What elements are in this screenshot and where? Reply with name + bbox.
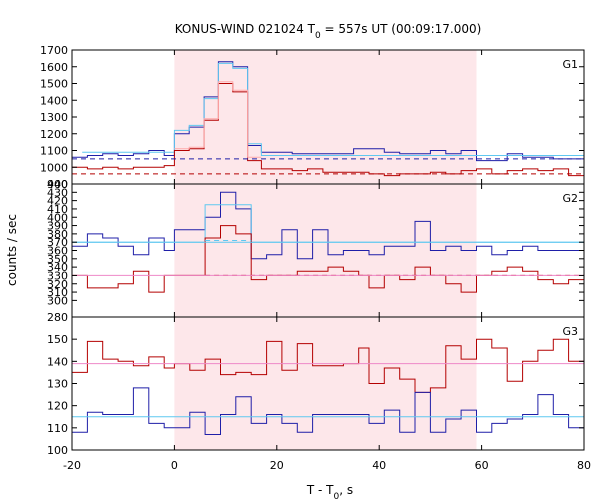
g1-y-tick-label: 900 [47, 178, 68, 191]
g1-series-1 [82, 62, 584, 156]
chart-title-main: KONUS-WIND 021024 T [175, 22, 316, 36]
g3-y-tick-label: 110 [47, 422, 68, 435]
g2-y-tick-label: 380 [47, 228, 68, 241]
panels-group: 90010001100120013001400150016001700G1280… [40, 44, 591, 472]
g3-y-tick-label: 120 [47, 400, 68, 413]
shaded-interval [174, 50, 477, 450]
g2-series-0 [72, 191, 584, 260]
g1-y-tick-label: 1100 [40, 145, 68, 158]
g3-y-tick-label: 100 [47, 444, 68, 457]
g3-y-tick-label: 140 [47, 355, 68, 368]
g1-series-2 [72, 83, 584, 177]
chart-title-rest: = 557s UT (00:09:17.000) [321, 22, 482, 36]
g2-y-tick-label: 340 [47, 261, 68, 274]
x-axis-label-subscript: 0 [334, 492, 340, 500]
g2-y-tick-label: 430 [47, 186, 68, 199]
g1-y-tick-label: 1200 [40, 128, 68, 141]
x-axis-label-rest: , s [339, 483, 353, 497]
g2-y-tick-label: 320 [47, 278, 68, 291]
g1-series-3 [174, 81, 262, 158]
g2-y-tick-label: 330 [47, 269, 68, 282]
x-tick-label: 0 [171, 459, 178, 472]
g2-y-tick-label: 390 [47, 220, 68, 233]
x-axis-label-main: T - T [306, 483, 334, 497]
g2-series-2 [72, 225, 584, 293]
g1-y-tick-label: 1600 [40, 61, 68, 74]
g2-y-tick-label: 440 [47, 178, 68, 191]
g2-y-tick-label: 360 [47, 245, 68, 258]
g3-series-1 [72, 387, 584, 435]
g3-y-tick-label: 150 [47, 333, 68, 346]
g1-y-tick-label: 1300 [40, 111, 68, 124]
g1-series-0 [72, 61, 584, 162]
chart-title: KONUS-WIND 021024 T0 = 557s UT (00:09:17… [175, 22, 482, 41]
g2-y-tick-label: 350 [47, 253, 68, 266]
g1-y-tick-label: 1400 [40, 94, 68, 107]
g1-y-tick-label: 1500 [40, 78, 68, 91]
g1-panel-label: G1 [562, 58, 578, 71]
x-tick-label: 40 [372, 459, 386, 472]
g1-y-tick-label: 1000 [40, 161, 68, 174]
chart-title-subscript: 0 [315, 31, 321, 41]
x-axis-label: T - T0, s [306, 483, 353, 500]
g2-y-tick-label: 420 [47, 195, 68, 208]
g2-y-tick-label: 310 [47, 286, 68, 299]
g1-y-tick-label: 1700 [40, 44, 68, 57]
g2-y-tick-label: 370 [47, 236, 68, 249]
x-tick-label: 80 [577, 459, 591, 472]
g3-y-tick-label: 130 [47, 378, 68, 391]
x-tick-label: -20 [63, 459, 81, 472]
g2-y-tick-label: 300 [47, 294, 68, 307]
g2-y-tick-label: 400 [47, 211, 68, 224]
g3-series-0 [72, 338, 584, 393]
x-tick-label: 20 [270, 459, 284, 472]
g2-y-tick-label: 280 [47, 311, 68, 324]
g2-panel-label: G2 [562, 192, 578, 205]
x-tick-label: 60 [475, 459, 489, 472]
g2-y-tick-label: 410 [47, 203, 68, 216]
y-axis-label: counts / sec [5, 214, 19, 286]
g3-panel-label: G3 [562, 325, 578, 338]
